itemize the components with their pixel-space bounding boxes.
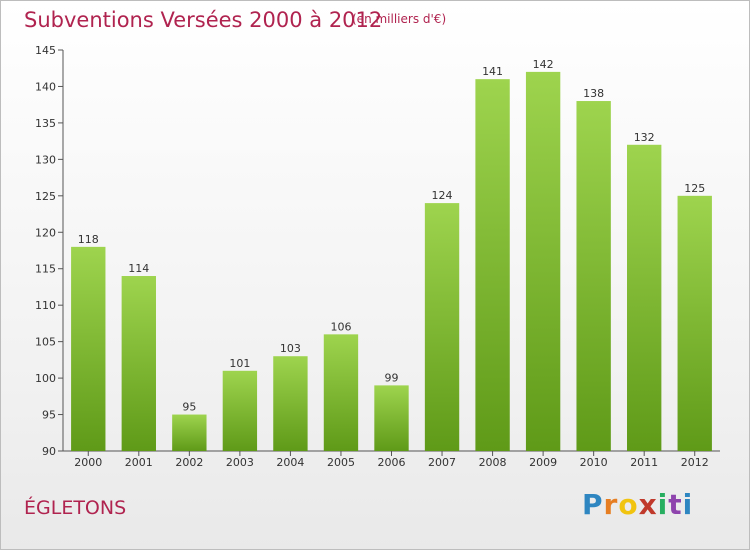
x-tick-label: 2012 bbox=[681, 456, 709, 469]
bar-2006 bbox=[374, 385, 409, 451]
y-tick-label: 115 bbox=[35, 263, 56, 276]
bar-value-label: 132 bbox=[634, 131, 655, 144]
bar-value-label: 99 bbox=[385, 371, 399, 384]
bar-2005 bbox=[323, 334, 359, 451]
chart-subtitle: (en milliers d'€) bbox=[352, 12, 447, 26]
bar-value-label: 125 bbox=[684, 182, 705, 195]
bar-value-label: 118 bbox=[78, 233, 99, 246]
y-tick-label: 140 bbox=[35, 80, 56, 93]
bar-2002 bbox=[172, 414, 207, 451]
x-tick-label: 2000 bbox=[74, 456, 102, 469]
bar-2007 bbox=[424, 203, 460, 451]
x-tick-label: 2005 bbox=[327, 456, 355, 469]
x-tick-label: 2002 bbox=[175, 456, 203, 469]
logo-letter: t bbox=[668, 488, 683, 521]
x-tick-label: 2011 bbox=[630, 456, 658, 469]
bar-value-label: 141 bbox=[482, 65, 503, 78]
bar-2008 bbox=[475, 79, 510, 451]
x-tick-label: 2003 bbox=[226, 456, 254, 469]
bar-2012 bbox=[677, 195, 712, 451]
y-tick-label: 110 bbox=[35, 299, 56, 312]
y-tick-label: 135 bbox=[35, 117, 56, 130]
bar-value-label: 106 bbox=[330, 320, 351, 333]
logo-letter: P bbox=[582, 488, 604, 521]
bar-2001 bbox=[121, 276, 156, 451]
bar-value-label: 124 bbox=[432, 189, 453, 202]
bar-2003 bbox=[222, 370, 258, 451]
chart-title: Subventions Versées 2000 à 2012 bbox=[24, 8, 383, 32]
x-tick-label: 2004 bbox=[276, 456, 304, 469]
bar-value-label: 142 bbox=[533, 58, 554, 71]
logo-letter: x bbox=[638, 488, 658, 521]
y-tick-label: 95 bbox=[42, 409, 56, 422]
y-tick-label: 100 bbox=[35, 372, 56, 385]
y-tick-label: 130 bbox=[35, 153, 56, 166]
y-tick-label: 125 bbox=[35, 190, 56, 203]
x-tick-label: 2007 bbox=[428, 456, 456, 469]
y-tick-label: 90 bbox=[42, 445, 56, 458]
y-tick-label: 105 bbox=[35, 336, 56, 349]
city-name: ÉGLETONS bbox=[24, 497, 127, 519]
logo-letter: i bbox=[682, 488, 694, 521]
logo-letter: o bbox=[618, 488, 639, 521]
bar-value-label: 101 bbox=[229, 357, 250, 370]
bar-value-label: 95 bbox=[182, 401, 196, 414]
bar-value-label: 103 bbox=[280, 342, 301, 355]
proxiti-logo: Proxiti bbox=[582, 488, 693, 521]
bar-value-label: 138 bbox=[583, 87, 604, 100]
bar-2000 bbox=[71, 246, 106, 451]
bar-2011 bbox=[627, 144, 662, 452]
logo-letter: i bbox=[657, 488, 669, 521]
x-tick-label: 2006 bbox=[378, 456, 406, 469]
x-tick-label: 2009 bbox=[529, 456, 557, 469]
x-tick-label: 2010 bbox=[580, 456, 608, 469]
bar-value-label: 114 bbox=[128, 262, 149, 275]
x-tick-label: 2001 bbox=[125, 456, 153, 469]
logo-letter: r bbox=[603, 488, 619, 521]
bar-2010 bbox=[576, 101, 611, 451]
bar-2009 bbox=[525, 71, 561, 451]
y-tick-label: 120 bbox=[35, 226, 56, 239]
y-tick-label: 145 bbox=[35, 44, 56, 57]
bar-2004 bbox=[273, 356, 308, 451]
x-tick-label: 2008 bbox=[479, 456, 507, 469]
